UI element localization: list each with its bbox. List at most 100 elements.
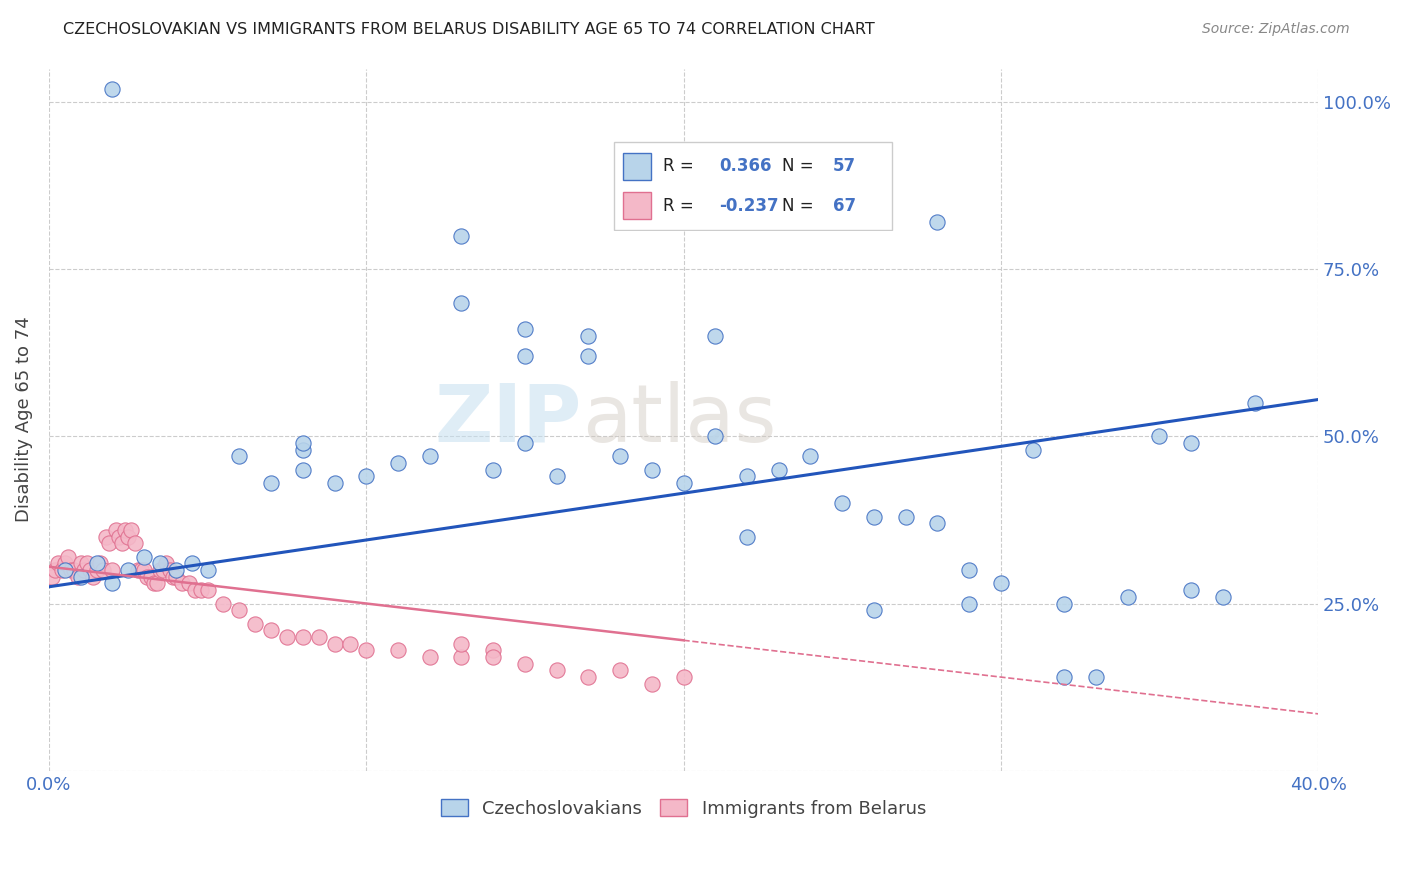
Point — [863, 509, 886, 524]
Point — [957, 563, 980, 577]
Point — [291, 463, 314, 477]
Point — [48, 557, 70, 571]
Point — [152, 563, 174, 577]
Point — [1243, 396, 1265, 410]
Point — [134, 563, 156, 577]
Point — [69, 557, 91, 571]
Point — [117, 563, 139, 577]
Point — [228, 450, 250, 464]
Point — [419, 650, 441, 665]
Point — [450, 650, 472, 665]
Point — [76, 557, 98, 571]
Point — [1180, 436, 1202, 450]
Point — [197, 583, 219, 598]
Point — [172, 576, 194, 591]
Point — [450, 228, 472, 243]
Point — [73, 563, 96, 577]
Point — [356, 469, 378, 483]
Point — [41, 570, 63, 584]
Point — [513, 657, 536, 671]
Point — [165, 570, 187, 584]
Point — [323, 476, 346, 491]
FancyBboxPatch shape — [623, 193, 651, 219]
Point — [927, 215, 949, 229]
Point — [672, 476, 695, 491]
Point — [66, 570, 89, 584]
Point — [104, 523, 127, 537]
Point — [1085, 670, 1108, 684]
Legend: Czechoslovakians, Immigrants from Belarus: Czechoslovakians, Immigrants from Belaru… — [433, 791, 934, 825]
Point — [86, 557, 108, 571]
Text: 67: 67 — [832, 196, 856, 215]
Point — [513, 436, 536, 450]
Point — [184, 583, 207, 598]
Point — [94, 530, 117, 544]
Point — [260, 476, 283, 491]
Point — [387, 456, 409, 470]
Point — [735, 530, 758, 544]
Point — [387, 643, 409, 657]
Point — [101, 81, 124, 95]
Point — [197, 563, 219, 577]
Point — [1021, 442, 1043, 457]
Point — [894, 509, 917, 524]
Point — [91, 563, 114, 577]
Point — [89, 557, 111, 571]
Point — [212, 597, 235, 611]
Point — [641, 677, 664, 691]
Point — [450, 637, 472, 651]
Point — [190, 583, 212, 598]
Point — [44, 563, 66, 577]
Point — [60, 563, 83, 577]
Text: R =: R = — [662, 157, 699, 176]
Point — [134, 549, 156, 564]
Point — [356, 643, 378, 657]
Point — [107, 530, 129, 544]
Point — [291, 436, 314, 450]
Point — [155, 557, 177, 571]
Point — [927, 516, 949, 531]
Point — [146, 576, 169, 591]
Point — [672, 670, 695, 684]
Point — [162, 570, 184, 584]
Point — [165, 563, 187, 577]
Point — [180, 557, 202, 571]
Point — [799, 450, 821, 464]
Point — [86, 563, 108, 577]
Point — [641, 463, 664, 477]
Point — [957, 597, 980, 611]
Point — [768, 463, 790, 477]
Point — [609, 450, 631, 464]
Point — [101, 563, 124, 577]
Point — [450, 295, 472, 310]
Point — [576, 349, 599, 363]
Point — [308, 630, 330, 644]
Text: -0.237: -0.237 — [720, 196, 779, 215]
Point — [291, 630, 314, 644]
Point — [56, 549, 79, 564]
Point — [245, 616, 267, 631]
Point — [139, 570, 162, 584]
FancyBboxPatch shape — [614, 143, 891, 230]
Point — [177, 576, 200, 591]
Point — [63, 563, 86, 577]
Point — [576, 670, 599, 684]
Point — [482, 643, 505, 657]
Text: N =: N = — [782, 157, 818, 176]
Point — [69, 570, 91, 584]
Point — [863, 603, 886, 617]
Point — [576, 329, 599, 343]
Point — [513, 322, 536, 336]
Point — [127, 563, 149, 577]
Point — [53, 557, 76, 571]
Text: 0.366: 0.366 — [720, 157, 772, 176]
Point — [513, 349, 536, 363]
Text: ZIP: ZIP — [434, 381, 582, 458]
Point — [482, 650, 505, 665]
Text: Source: ZipAtlas.com: Source: ZipAtlas.com — [1202, 22, 1350, 37]
Point — [546, 469, 568, 483]
Point — [149, 563, 172, 577]
Point — [129, 563, 152, 577]
Point — [82, 570, 104, 584]
Point — [121, 523, 143, 537]
